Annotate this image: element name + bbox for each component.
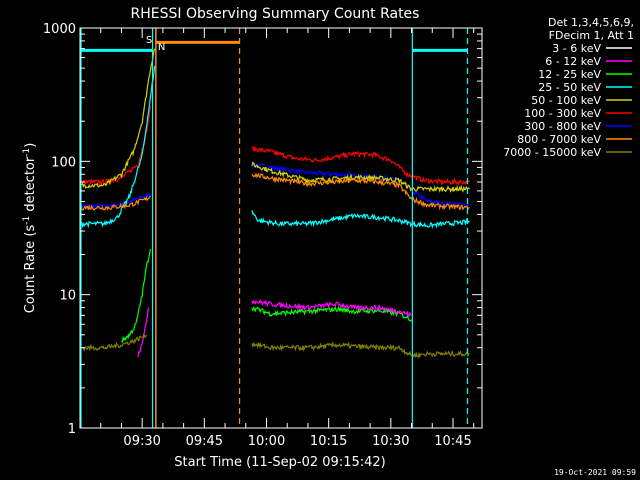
series-7-segment-0 — [79, 333, 147, 352]
x-tick-label-0: 09:30 — [123, 434, 160, 449]
plot-area: SN — [79, 27, 483, 429]
y-tick-label-2: 100 — [51, 155, 76, 170]
series-7-segment-1 — [251, 341, 470, 359]
legend-header-decimation: FDecim 1, Att 1 — [549, 29, 634, 42]
series-2-segment-1 — [251, 161, 470, 193]
legend-label-0: 3 - 6 keV — [552, 42, 601, 55]
series-3-segment-1 — [251, 210, 470, 230]
y-axis-label-sup1: -1 — [22, 216, 32, 225]
legend-label-1: 6 - 12 keV — [545, 55, 601, 68]
series-4-segment-0 — [79, 195, 151, 211]
y-axis-label-part1: Count Rate (s — [23, 225, 38, 314]
saa-label: S — [146, 35, 152, 46]
x-axis-label: Start Time (11-Sep-02 09:15:42) — [174, 455, 385, 470]
night-label: N — [158, 42, 165, 53]
x-tick-label-5: 10:45 — [434, 434, 471, 449]
x-tick-label-3: 10:15 — [310, 434, 347, 449]
plot-frame — [79, 27, 483, 429]
x-tick-label-4: 10:30 — [372, 434, 409, 449]
legend-label-6: 300 - 800 keV — [524, 120, 601, 133]
series-6-segment-1 — [251, 298, 412, 317]
chart-title: RHESSI Observing Summary Count Rates — [131, 6, 420, 22]
x-tick-label-2: 10:00 — [248, 434, 285, 449]
series-5-segment-0 — [121, 248, 152, 344]
legend-label-4: 50 - 100 keV — [531, 94, 601, 107]
legend-label-3: 25 - 50 keV — [538, 81, 601, 94]
legend: Det 1,3,4,5,6,9, FDecim 1, Att 1 3 - 6 k… — [503, 16, 634, 159]
y-axis-label: Count Rate (s-1 detector-1) — [22, 143, 38, 314]
y-tick-label-3: 1000 — [43, 22, 76, 37]
legend-header-detectors: Det 1,3,4,5,6,9, — [548, 16, 634, 29]
y-axis-label-sup2: -1 — [22, 148, 32, 157]
y-tick-label-1: 10 — [59, 289, 76, 304]
y-axis-label-part2: detector — [23, 156, 38, 216]
y-axis-label-part3: ) — [23, 143, 38, 148]
footer-date-stamp: 19-Oct-2021 09:59 — [554, 468, 636, 477]
series-5-segment-1 — [251, 305, 413, 322]
series-1-segment-1 — [251, 146, 471, 187]
series-3-segment-0 — [79, 65, 156, 229]
series-2-segment-0 — [79, 48, 156, 189]
legend-label-2: 12 - 25 keV — [538, 68, 601, 81]
y-tick-label-0: 1 — [68, 422, 76, 437]
legend-label-8: 7000 - 15000 keV — [503, 146, 601, 159]
legend-label-5: 100 - 300 keV — [524, 107, 601, 120]
series-4-segment-1 — [251, 172, 470, 211]
series-6-segment-0 — [137, 307, 149, 358]
legend-label-7: 800 - 7000 keV — [517, 133, 601, 146]
x-axis: 09:30 09:45 10:00 10:15 10:30 10:45 — [79, 28, 475, 449]
x-tick-label-1: 09:45 — [186, 434, 223, 449]
y-axis: 1 10 100 1000 — [43, 22, 482, 437]
